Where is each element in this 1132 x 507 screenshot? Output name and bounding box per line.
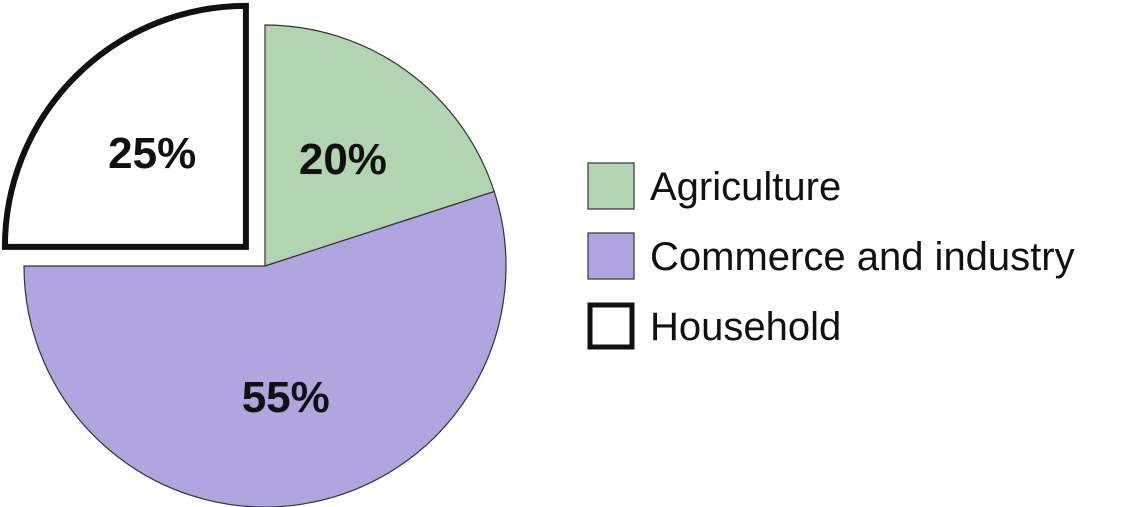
percent-labels: 20% 55% 25% [108,129,387,422]
percent-label-agriculture: 20% [299,135,387,184]
legend-label-household: Household [650,305,841,349]
legend-swatch-commerce-and-industry [587,232,635,280]
pie-slice-household [1,2,249,250]
legend-label-commerce-and-industry: Commerce and industry [650,235,1075,279]
legend: Agriculture Commerce and industry Househol… [587,162,1075,350]
pie-slice-agriculture [264,24,495,267]
legend-swatch-household [587,302,635,350]
legend-label-agriculture: Agriculture [650,165,841,209]
pie-slice-commerce-and-industry [23,190,507,507]
pie-slices [1,2,507,507]
percent-label-household: 25% [108,129,196,178]
percent-label-commerce-and-industry: 55% [242,373,330,422]
legend-swatch-agriculture [587,162,635,210]
